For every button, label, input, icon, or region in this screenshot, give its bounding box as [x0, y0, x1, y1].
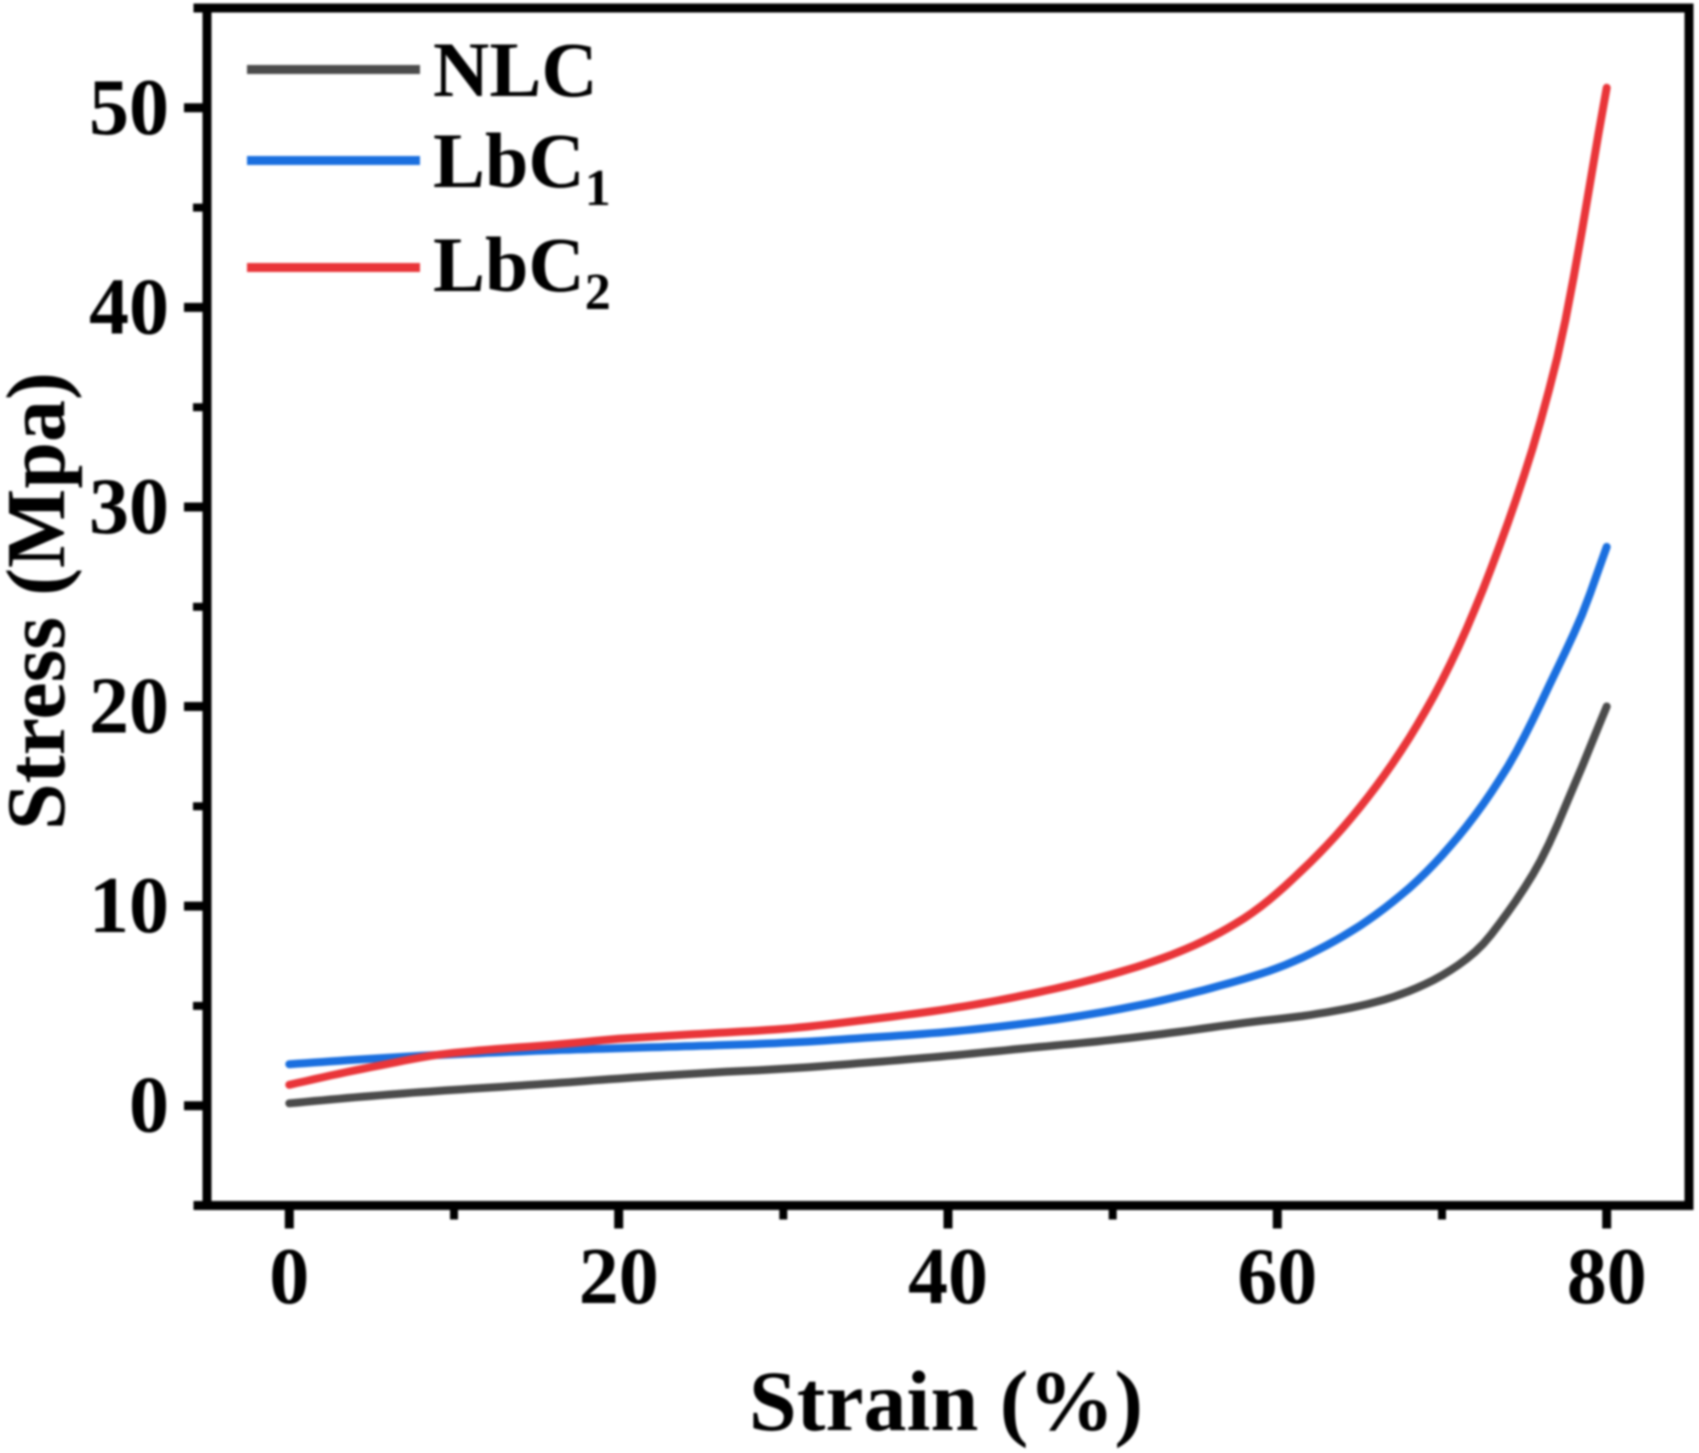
svg-text:80: 80 [1567, 1233, 1647, 1321]
svg-text:Strain (%): Strain (%) [749, 1353, 1143, 1449]
svg-text:LbC2: LbC2 [433, 221, 611, 321]
svg-text:40: 40 [908, 1233, 988, 1321]
svg-text:0: 0 [129, 1062, 169, 1150]
svg-text:0: 0 [269, 1233, 309, 1321]
svg-text:LbC1: LbC1 [433, 117, 611, 217]
svg-text:NLC: NLC [433, 26, 598, 113]
svg-text:10: 10 [89, 862, 169, 950]
svg-text:20: 20 [579, 1233, 659, 1321]
svg-text:50: 50 [89, 64, 169, 152]
svg-text:20: 20 [89, 663, 169, 751]
svg-text:40: 40 [89, 263, 169, 351]
svg-text:Stress (Mpa): Stress (Mpa) [0, 372, 83, 830]
svg-text:30: 30 [89, 463, 169, 551]
svg-text:60: 60 [1237, 1233, 1317, 1321]
